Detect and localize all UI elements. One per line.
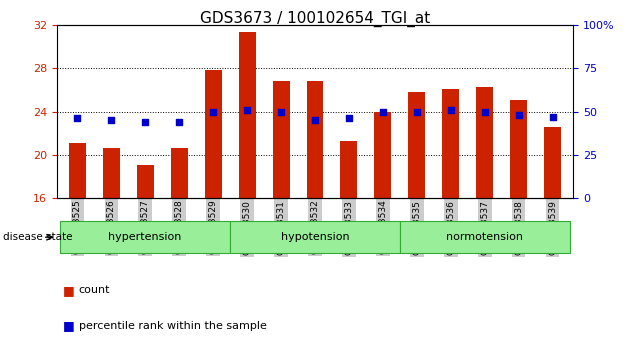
Text: ■: ■	[63, 284, 75, 297]
Bar	[476, 87, 493, 198]
Text: normotension: normotension	[447, 232, 524, 242]
Point	[514, 112, 524, 118]
Text: percentile rank within the sample: percentile rank within the sample	[79, 321, 266, 331]
FancyBboxPatch shape	[230, 221, 400, 253]
Point	[208, 109, 218, 114]
Bar	[273, 81, 290, 198]
Bar	[69, 143, 86, 198]
Text: GDS3673 / 100102654_TGI_at: GDS3673 / 100102654_TGI_at	[200, 11, 430, 27]
Bar	[205, 70, 222, 198]
Bar	[408, 92, 425, 198]
Text: hypertension: hypertension	[108, 232, 181, 242]
Bar	[340, 141, 357, 198]
Text: hypotension: hypotension	[281, 232, 349, 242]
Bar	[442, 89, 459, 198]
Point	[276, 109, 286, 114]
Bar	[544, 127, 561, 198]
Point	[174, 119, 184, 125]
Point	[480, 109, 490, 114]
Point	[446, 107, 456, 113]
Point	[412, 109, 422, 114]
Bar	[307, 81, 323, 198]
Point	[548, 114, 558, 120]
Text: disease state: disease state	[3, 232, 72, 242]
Point	[106, 118, 116, 123]
FancyBboxPatch shape	[60, 221, 230, 253]
Point	[140, 119, 150, 125]
Bar	[239, 32, 256, 198]
Text: count: count	[79, 285, 110, 295]
Point	[242, 107, 252, 113]
Bar	[171, 148, 188, 198]
FancyBboxPatch shape	[400, 221, 570, 253]
Point	[344, 116, 354, 121]
Bar	[137, 165, 154, 198]
Bar	[510, 99, 527, 198]
Point	[310, 118, 320, 123]
Bar	[103, 148, 120, 198]
Point	[378, 109, 388, 114]
Point	[72, 116, 82, 121]
Text: ■: ■	[63, 319, 75, 332]
Bar	[374, 112, 391, 198]
